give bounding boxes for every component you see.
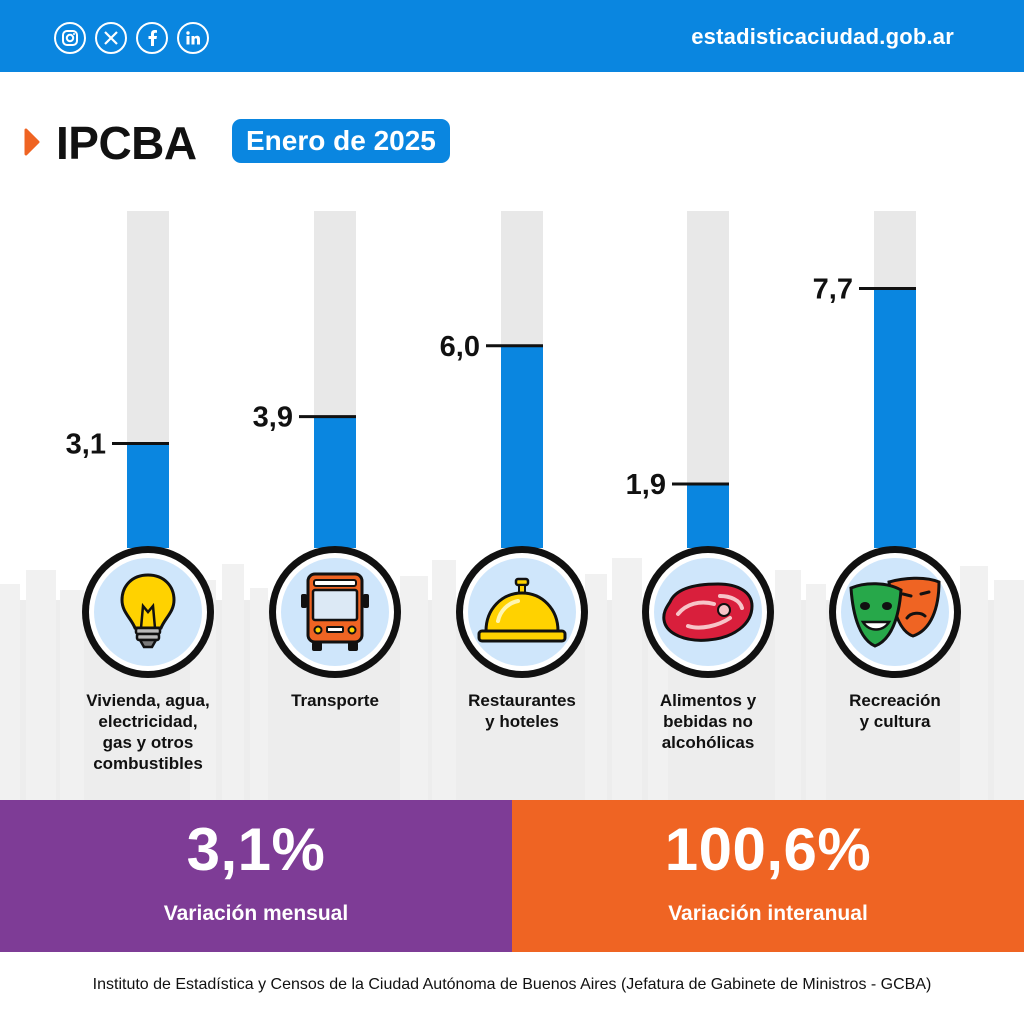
bar-vivienda <box>127 443 169 548</box>
category-label-vivienda: Vivienda, agua, electricidad, gas y otro… <box>86 691 210 773</box>
x-icon[interactable] <box>95 22 127 54</box>
category-icon-recreacion <box>829 546 961 678</box>
monthly-variation-caption: Variación mensual <box>163 902 349 925</box>
category-icon-restaurantes <box>456 546 588 678</box>
data-label-vivienda: 3,1 <box>66 429 106 461</box>
yearly-variation-value: 100,6% <box>664 816 872 883</box>
service-bell-icon <box>477 577 567 643</box>
category-icon-vivienda <box>82 546 214 678</box>
monthly-variation-panel: 3,1% Variación mensual <box>0 800 512 952</box>
linkedin-icon[interactable] <box>177 22 209 54</box>
bar-alimentos <box>687 483 729 548</box>
category-label-recreacion: Recreación y cultura <box>849 691 941 731</box>
meat-icon <box>662 582 754 642</box>
instagram-icon[interactable] <box>54 22 86 54</box>
category-label-restaurantes: Restaurantes y hoteles <box>468 691 576 731</box>
site-url[interactable]: estadisticaciudad.gob.ar <box>691 24 954 49</box>
data-label-transporte: 3,9 <box>253 402 293 434</box>
lightbulb-icon <box>120 573 176 649</box>
category-label-alimentos: Alimentos y bebidas no alcohólicas <box>659 691 757 752</box>
data-label-recreacion: 7,7 <box>813 274 853 306</box>
theater-masks-icon <box>849 576 941 648</box>
title-marker-icon <box>24 128 40 156</box>
top-bar: estadisticaciudad.gob.ar <box>0 0 1024 72</box>
facebook-icon[interactable] <box>136 22 168 54</box>
footer-credit: Instituto de Estadística y Censos de la … <box>92 976 932 993</box>
page-title: IPCBA <box>56 117 197 169</box>
data-label-alimentos: 1,9 <box>626 469 666 501</box>
bar-restaurantes <box>501 345 543 548</box>
data-label-restaurantes: 6,0 <box>440 331 480 363</box>
yearly-variation-panel: 100,6% Variación interanual <box>512 800 1024 952</box>
yearly-variation-caption: Variación interanual <box>668 902 868 925</box>
date-badge: Enero de 2025 <box>232 119 450 163</box>
monthly-variation-value: 3,1% <box>186 816 326 883</box>
category-label-transporte: Transporte <box>291 691 379 710</box>
category-icon-alimentos <box>642 546 774 678</box>
bus-icon <box>301 572 369 651</box>
bar-recreacion <box>874 288 916 548</box>
social-links <box>54 22 209 54</box>
bar-transporte <box>314 416 356 548</box>
bar-chart: 3,1 3,9 6,0 1,9 7,7 <box>66 211 916 548</box>
category-icon-transporte <box>269 546 401 678</box>
